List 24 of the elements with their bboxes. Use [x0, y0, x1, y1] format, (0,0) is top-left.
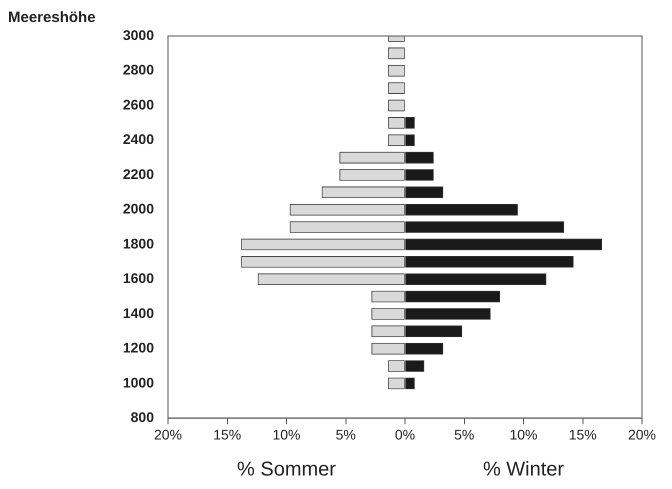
- y-tick-label: 1800: [122, 235, 154, 252]
- x-tick-label: 5%: [336, 426, 356, 442]
- x-tick-label: 15%: [568, 426, 597, 442]
- text: % Winter: [482, 458, 564, 481]
- x-tick-label: 20%: [628, 426, 656, 442]
- x-tick-label: 10%: [509, 426, 538, 442]
- x-tick-label: 5%: [454, 426, 474, 442]
- y-tick-label: 1000: [122, 374, 154, 390]
- y-tick-label: 800: [130, 409, 154, 426]
- x-tick-label: 0%: [394, 426, 416, 442]
- y-axis-title: Meereshöhe: [8, 9, 96, 26]
- y-tick-label: 2600: [122, 96, 154, 112]
- y-tick-label: 1400: [122, 304, 154, 321]
- y-tick-label: 1600: [122, 270, 154, 286]
- y-tick-label: 2800: [122, 62, 154, 78]
- x-tick-label: 20%: [154, 426, 182, 442]
- y-tick-label: 2000: [122, 200, 154, 217]
- y-tick-label: 1200: [122, 340, 154, 356]
- y-tick-label: 3000: [122, 26, 154, 43]
- y-tick-label: 2200: [122, 166, 154, 182]
- x-tick-label: 10%: [272, 426, 301, 442]
- x-tick-label: 15%: [213, 426, 242, 442]
- y-tick-label: 2400: [122, 131, 154, 148]
- text: % Sommer: [237, 458, 336, 481]
